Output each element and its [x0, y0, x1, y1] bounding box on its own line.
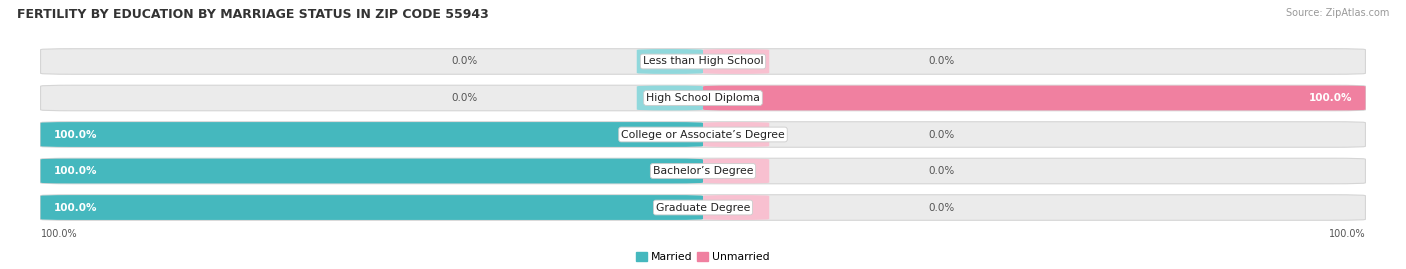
FancyBboxPatch shape: [41, 85, 1365, 111]
FancyBboxPatch shape: [41, 122, 1365, 147]
FancyBboxPatch shape: [703, 49, 769, 74]
Text: 0.0%: 0.0%: [451, 93, 478, 103]
FancyBboxPatch shape: [703, 195, 769, 220]
Text: 100.0%: 100.0%: [53, 166, 97, 176]
FancyBboxPatch shape: [41, 195, 703, 220]
Text: 100.0%: 100.0%: [53, 203, 97, 213]
Text: 0.0%: 0.0%: [928, 56, 955, 66]
Text: 100.0%: 100.0%: [41, 229, 77, 239]
FancyBboxPatch shape: [41, 159, 703, 183]
FancyBboxPatch shape: [41, 195, 1365, 220]
Text: 100.0%: 100.0%: [53, 129, 97, 140]
Text: Bachelor’s Degree: Bachelor’s Degree: [652, 166, 754, 176]
Text: FERTILITY BY EDUCATION BY MARRIAGE STATUS IN ZIP CODE 55943: FERTILITY BY EDUCATION BY MARRIAGE STATU…: [17, 8, 489, 21]
FancyBboxPatch shape: [41, 158, 1365, 184]
FancyBboxPatch shape: [41, 122, 703, 147]
Text: 0.0%: 0.0%: [451, 56, 478, 66]
Text: Graduate Degree: Graduate Degree: [655, 203, 751, 213]
FancyBboxPatch shape: [637, 86, 703, 110]
FancyBboxPatch shape: [703, 159, 769, 183]
Text: 0.0%: 0.0%: [928, 129, 955, 140]
Text: 0.0%: 0.0%: [928, 203, 955, 213]
Text: Less than High School: Less than High School: [643, 56, 763, 66]
Text: Source: ZipAtlas.com: Source: ZipAtlas.com: [1285, 8, 1389, 18]
Text: 100.0%: 100.0%: [1329, 229, 1365, 239]
Text: 0.0%: 0.0%: [928, 166, 955, 176]
Text: High School Diploma: High School Diploma: [647, 93, 759, 103]
FancyBboxPatch shape: [703, 86, 1365, 110]
FancyBboxPatch shape: [41, 49, 1365, 74]
FancyBboxPatch shape: [703, 122, 769, 147]
Legend: Married, Unmarried: Married, Unmarried: [636, 252, 770, 262]
FancyBboxPatch shape: [637, 49, 703, 74]
Text: College or Associate’s Degree: College or Associate’s Degree: [621, 129, 785, 140]
Text: 100.0%: 100.0%: [1309, 93, 1353, 103]
